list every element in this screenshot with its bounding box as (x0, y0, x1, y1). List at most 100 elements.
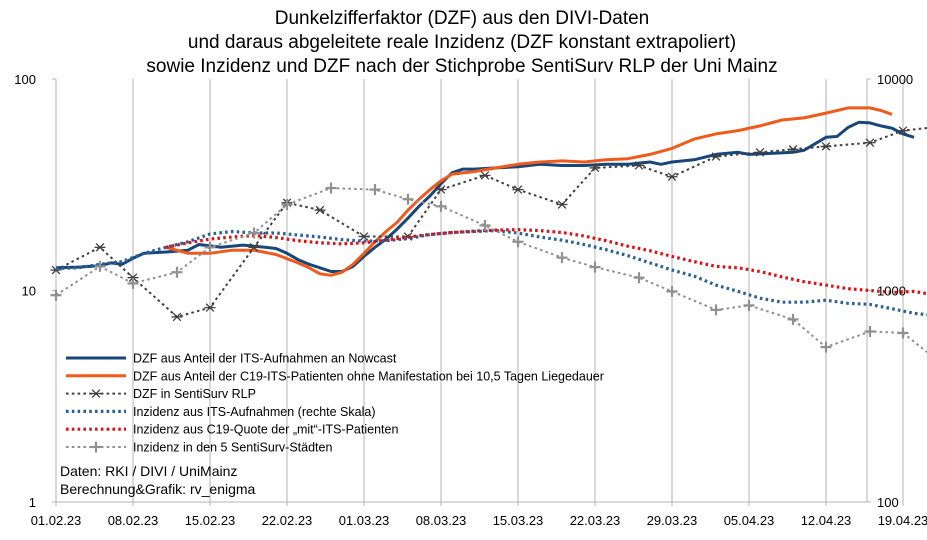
y-right-tick-label-1: 1000 (877, 284, 906, 299)
series-2-marker-14-d2 (590, 163, 600, 173)
series-4 (165, 228, 927, 296)
series-2-marker-3 (171, 312, 183, 322)
series-2-marker-13 (556, 200, 568, 209)
legend: DZF aus Anteil der ITS-Aufnahmen an Nowc… (66, 352, 604, 455)
legend-marker-5 (90, 441, 102, 453)
series-2-marker-10 (435, 185, 447, 194)
legend-item-5: Inzidenz in den 5 SentiSurv-Städten (66, 441, 332, 455)
series-5-marker-3 (171, 266, 183, 278)
series-2-marker-17 (710, 152, 722, 161)
series-2-marker-7 (314, 205, 326, 215)
series-5-marker-22 (897, 327, 909, 339)
legend-item-3: Inzidenz aus ITS-Aufnahmen (rechte Skala… (66, 405, 375, 419)
legend-marker-2-d2 (91, 389, 101, 398)
legend-item-2: DZF in SentiSurv RLP (66, 387, 256, 401)
series-5-marker-19 (787, 313, 799, 325)
series-5 (50, 182, 927, 354)
legend-label-5: Inzidenz in den 5 SentiSurv-Städten (133, 441, 332, 455)
series-line-3 (55, 229, 927, 317)
series-2-marker-2 (127, 273, 139, 282)
series-2-marker-5-d2 (249, 243, 259, 252)
series-2-marker-2-d2 (128, 273, 138, 282)
legend-label-2: DZF in SentiSurv RLP (133, 387, 256, 401)
series-2-marker-5 (248, 243, 260, 252)
legend-item-4: Inzidenz aus C19-Quote der „mit“-ITS-Pat… (66, 423, 398, 437)
series-5-marker-1 (94, 260, 106, 272)
series-2-marker-11-d2 (480, 171, 490, 180)
series-2-marker-15-d2 (634, 161, 644, 170)
x-tick-label-8: 29.03.23 (647, 513, 698, 528)
series-5-marker-18 (743, 299, 755, 311)
legend-label-0: DZF aus Anteil der ITS-Aufnahmen an Nowc… (133, 352, 397, 366)
series-5-marker-11 (479, 219, 491, 231)
x-tick-label-3: 22.02.23 (262, 513, 313, 528)
series-2-marker-22 (897, 126, 909, 135)
series-5-marker-7 (325, 182, 337, 194)
series-2-marker-3-d2 (172, 312, 182, 322)
series-2-marker-13-d2 (557, 200, 567, 209)
x-tick-label-5: 08.03.23 (416, 513, 467, 528)
series-2-marker-10-d2 (436, 185, 446, 194)
series-2-marker-12-d2 (513, 185, 523, 194)
series-2-marker-21 (864, 138, 876, 147)
x-tick-label-10: 12.04.23 (801, 513, 852, 528)
series-3 (55, 229, 927, 317)
series-1 (165, 106, 893, 277)
series-2-marker-17-d2 (711, 152, 721, 161)
series-2-marker-8-d2 (359, 232, 369, 241)
series-2-marker-12 (512, 185, 524, 194)
series-5-marker-13 (556, 252, 568, 264)
series-line-4 (165, 228, 927, 296)
legend-label-4: Inzidenz aus C19-Quote der „mit“-ITS-Pat… (133, 423, 398, 437)
series-5-marker-2 (127, 277, 139, 289)
series-5-marker-10 (435, 200, 447, 212)
series-2-marker-21-d2 (865, 138, 875, 147)
series-2-marker-18-d2 (755, 148, 765, 157)
series-2-marker-18 (754, 148, 766, 157)
y-left-tick-label-2: 100 (14, 72, 36, 87)
credit-author: Berechnung&Grafik: rv_enigma (60, 481, 256, 497)
series-5-marker-16 (666, 285, 678, 297)
legend-item-1: DZF aus Anteil der C19-ITS-Patienten ohn… (66, 369, 604, 383)
series-5-marker-17 (710, 304, 722, 316)
legend-marker-2 (90, 389, 102, 398)
series-5-marker-5 (248, 227, 260, 239)
series-5-marker-4 (204, 241, 216, 253)
y-left-tick-label-1: 10 (22, 284, 36, 299)
x-tick-label-7: 22.03.23 (570, 513, 621, 528)
series-2-marker-16 (666, 172, 678, 182)
series-2-marker-14 (589, 163, 601, 173)
x-tick-label-11: 19.04.23 (878, 513, 927, 528)
series-2-marker-4-d2 (205, 303, 215, 312)
x-tick-label-1: 08.02.23 (108, 513, 159, 528)
series-2-marker-19 (787, 145, 799, 154)
x-tick-label-9: 05.04.23 (724, 513, 775, 528)
legend-item-0: DZF aus Anteil der ITS-Aufnahmen an Nowc… (66, 352, 397, 366)
series-2-marker-4 (204, 303, 216, 312)
x-tick-label-2: 15.02.23 (185, 513, 236, 528)
series-5-marker-21 (864, 325, 876, 337)
series-2-marker-15 (633, 161, 645, 170)
series-5-marker-15 (633, 272, 645, 284)
y-right-tick-label-0: 100 (877, 495, 899, 510)
data-series (50, 106, 927, 354)
series-line-1 (165, 106, 893, 277)
series-5-marker-9 (402, 193, 414, 205)
series-5-marker-8 (369, 184, 381, 196)
x-tick-label-6: 15.03.23 (493, 513, 544, 528)
x-tick-label-0: 01.02.23 (31, 513, 82, 528)
chart-title-line-3: sowie Inzidenz und DZF nach der Stichpro… (146, 56, 777, 77)
series-2-marker-20 (820, 142, 832, 151)
series-2-marker-20-d2 (821, 142, 831, 151)
series-line-5 (55, 187, 927, 354)
series-5-marker-0 (50, 289, 62, 301)
series-2 (50, 126, 927, 322)
chart-title-line-1: Dunkelzifferfaktor (DZF) aus den DIVI-Da… (275, 8, 650, 29)
series-5-marker-20 (820, 341, 832, 353)
legend-label-3: Inzidenz aus ITS-Aufnahmen (rechte Skala… (133, 405, 375, 419)
series-2-marker-1-d2 (95, 243, 105, 252)
series-2-marker-11 (479, 171, 491, 180)
credit-data-source: Daten: RKI / DIVI / UniMainz (60, 463, 237, 479)
series-5-marker-14 (589, 261, 601, 273)
